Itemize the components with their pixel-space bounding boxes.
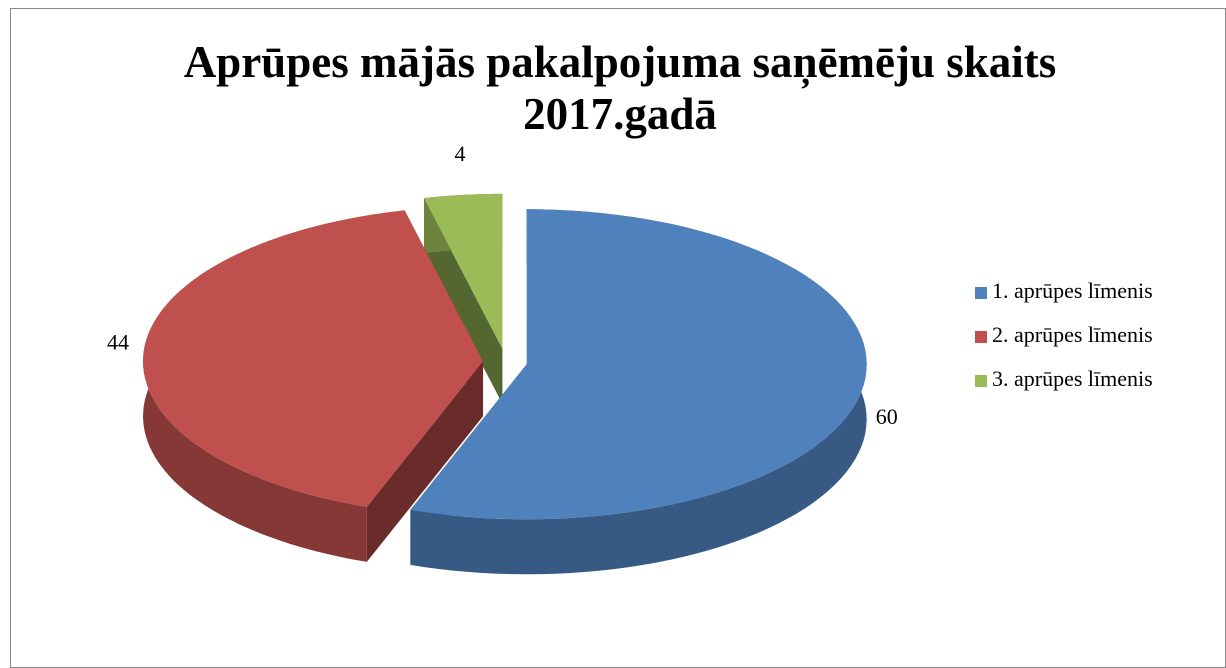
legend-swatch <box>975 331 987 343</box>
legend-swatch <box>975 375 987 387</box>
legend-label: 2. aprūpes līmenis <box>992 322 1153 347</box>
legend-label: 1. aprūpes līmenis <box>992 278 1153 303</box>
legend-swatch <box>975 287 987 299</box>
data-label: 4 <box>455 141 466 166</box>
data-label: 44 <box>107 329 129 354</box>
data-label: 60 <box>876 404 898 429</box>
legend-label: 3. aprūpes līmenis <box>992 366 1153 391</box>
